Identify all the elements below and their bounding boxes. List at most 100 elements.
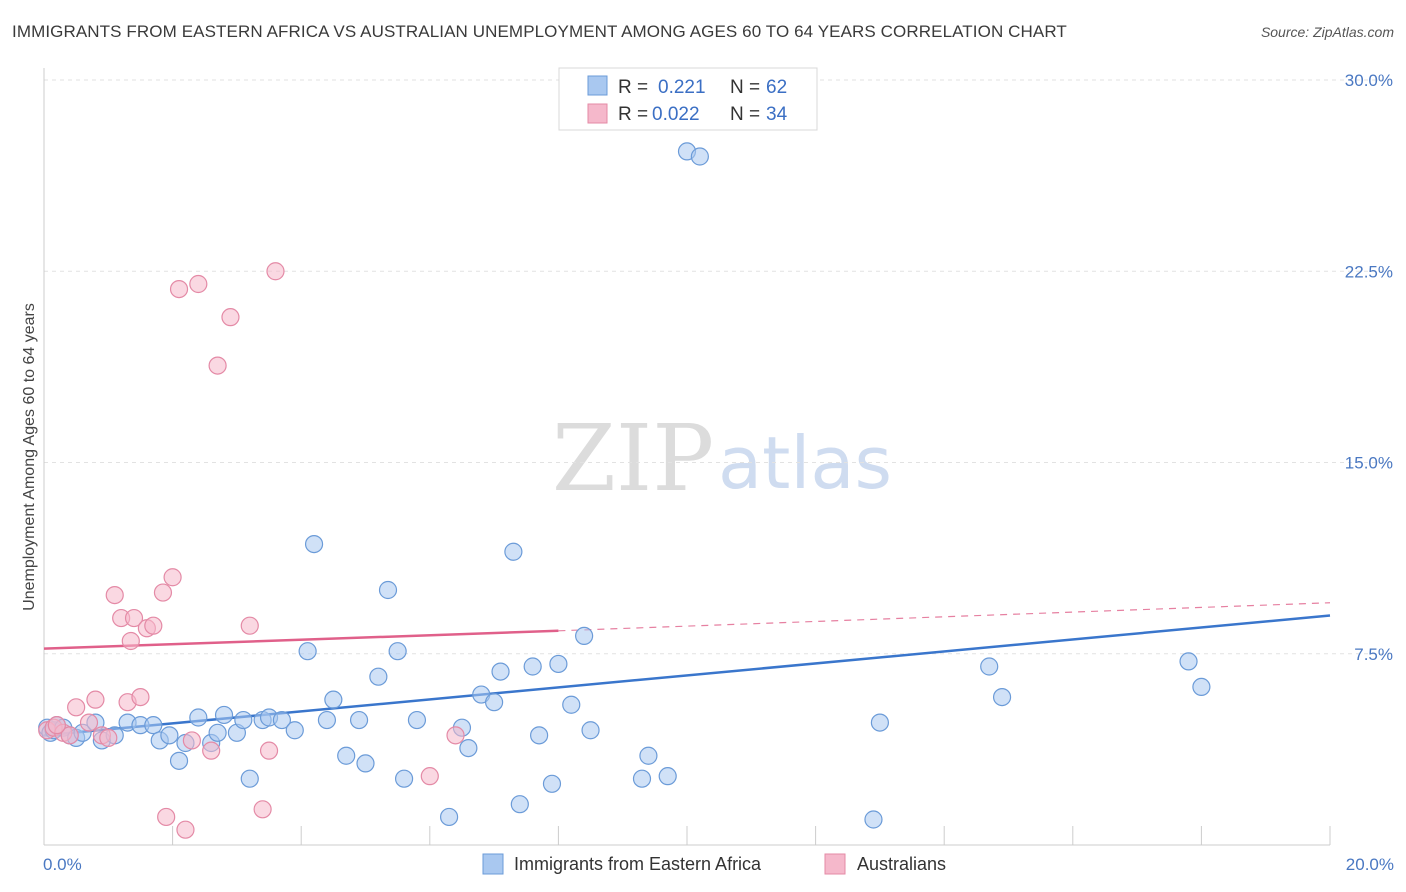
point-eastern-africa bbox=[690, 147, 709, 166]
point-eastern-africa bbox=[639, 746, 658, 765]
point-eastern-africa bbox=[549, 654, 568, 674]
legend-r-value-2: 0.022 bbox=[652, 104, 700, 125]
point-australians bbox=[259, 741, 279, 760]
point-eastern-africa bbox=[980, 657, 999, 676]
legend-n-value-1: 62 bbox=[766, 77, 787, 98]
point-australians bbox=[47, 716, 66, 735]
point-eastern-africa bbox=[234, 710, 253, 730]
data-points bbox=[38, 142, 1211, 839]
series-swatch-eastern-africa bbox=[482, 853, 504, 875]
series-label-eastern-africa: Immigrants from Eastern Africa bbox=[514, 854, 762, 874]
chart-title: IMMIGRANTS FROM EASTERN AFRICA VS AUSTRA… bbox=[12, 22, 1067, 41]
point-australians bbox=[208, 356, 227, 375]
point-australians bbox=[144, 616, 163, 635]
point-eastern-africa bbox=[369, 667, 388, 686]
point-eastern-africa bbox=[189, 708, 208, 727]
correlation-legend: R = 0.221 N = 62 R = 0.022 N = 34 bbox=[558, 67, 818, 131]
point-australians bbox=[157, 807, 176, 827]
point-eastern-africa bbox=[523, 657, 542, 676]
point-eastern-africa bbox=[1179, 652, 1198, 671]
legend-swatch-pink bbox=[587, 103, 608, 124]
point-eastern-africa bbox=[864, 810, 883, 829]
point-eastern-africa bbox=[324, 690, 343, 709]
point-eastern-africa bbox=[658, 767, 677, 786]
legend-swatch-blue bbox=[587, 75, 608, 96]
point-eastern-africa bbox=[272, 710, 292, 730]
point-australians bbox=[99, 728, 118, 748]
point-australians bbox=[79, 713, 99, 732]
y-axis-label: Unemployment Among Ages 60 to 64 years bbox=[21, 303, 38, 611]
trend-line-australians-extension bbox=[558, 602, 1331, 632]
point-australians bbox=[182, 731, 201, 750]
point-eastern-africa bbox=[285, 721, 304, 740]
point-australians bbox=[153, 583, 173, 602]
x-tick-label-max: 20.0% bbox=[1346, 855, 1394, 874]
point-eastern-africa bbox=[349, 710, 369, 730]
point-australians bbox=[176, 820, 195, 839]
point-eastern-africa bbox=[542, 774, 562, 793]
legend-n-label-2: N = bbox=[730, 104, 760, 125]
point-eastern-africa bbox=[632, 769, 652, 788]
point-australians bbox=[131, 687, 150, 707]
point-eastern-africa bbox=[214, 705, 234, 725]
point-eastern-africa bbox=[160, 726, 179, 745]
point-eastern-africa bbox=[304, 534, 324, 554]
point-eastern-africa bbox=[510, 795, 529, 814]
watermark-zip: ZIP bbox=[552, 405, 714, 512]
point-eastern-africa bbox=[439, 807, 459, 827]
source-label: Source: ZipAtlas.com bbox=[1260, 24, 1394, 40]
point-eastern-africa bbox=[459, 738, 478, 758]
point-eastern-africa bbox=[337, 746, 356, 765]
point-eastern-africa bbox=[317, 710, 337, 730]
point-australians bbox=[446, 726, 465, 745]
point-eastern-africa bbox=[491, 662, 510, 681]
point-australians bbox=[221, 308, 240, 327]
point-eastern-africa bbox=[992, 687, 1012, 707]
point-eastern-africa bbox=[562, 695, 581, 714]
point-eastern-africa bbox=[504, 542, 523, 561]
point-eastern-africa bbox=[388, 642, 407, 661]
legend-n-value-2: 34 bbox=[766, 104, 788, 125]
series-swatch-australians bbox=[824, 853, 846, 875]
point-eastern-africa bbox=[530, 726, 549, 745]
point-australians bbox=[189, 274, 208, 294]
point-australians bbox=[240, 616, 259, 635]
y-tick-label: 7.5% bbox=[1354, 645, 1393, 664]
point-eastern-africa bbox=[208, 723, 227, 742]
point-eastern-africa bbox=[575, 626, 594, 646]
axes: 7.5% 15.0% 22.5% 30.0% 0.0% 20.0% bbox=[43, 68, 1394, 874]
x-tick-label-min: 0.0% bbox=[43, 855, 82, 874]
point-eastern-africa bbox=[378, 580, 398, 600]
point-australians bbox=[86, 690, 105, 709]
point-eastern-africa bbox=[1192, 677, 1211, 697]
point-australians bbox=[253, 800, 272, 819]
point-australians bbox=[202, 741, 221, 760]
y-tick-label: 15.0% bbox=[1345, 454, 1393, 473]
point-eastern-africa bbox=[485, 693, 504, 712]
point-australians bbox=[163, 568, 182, 587]
point-eastern-africa bbox=[407, 710, 427, 730]
point-australians bbox=[124, 608, 144, 628]
point-australians bbox=[67, 698, 86, 717]
series-label-australians: Australians bbox=[857, 854, 946, 874]
legend-r-value-1: 0.221 bbox=[658, 77, 706, 98]
y-tick-label: 30.0% bbox=[1345, 71, 1393, 90]
point-australians bbox=[105, 585, 124, 605]
point-eastern-africa bbox=[356, 754, 375, 773]
point-eastern-africa bbox=[870, 713, 890, 732]
point-eastern-africa bbox=[144, 716, 163, 735]
legend-r-label-1: R = bbox=[618, 77, 648, 98]
legend-n-label-1: N = bbox=[730, 77, 760, 98]
y-tick-label: 22.5% bbox=[1345, 262, 1393, 281]
point-australians bbox=[169, 280, 189, 299]
point-eastern-africa bbox=[394, 769, 414, 788]
point-eastern-africa bbox=[169, 751, 189, 770]
point-australians bbox=[121, 631, 140, 651]
point-eastern-africa bbox=[240, 769, 259, 788]
point-eastern-africa bbox=[581, 721, 600, 740]
point-australians bbox=[266, 262, 285, 281]
legend-r-label-2: R = bbox=[618, 104, 648, 125]
point-australians bbox=[60, 726, 79, 745]
point-australians bbox=[420, 767, 439, 786]
